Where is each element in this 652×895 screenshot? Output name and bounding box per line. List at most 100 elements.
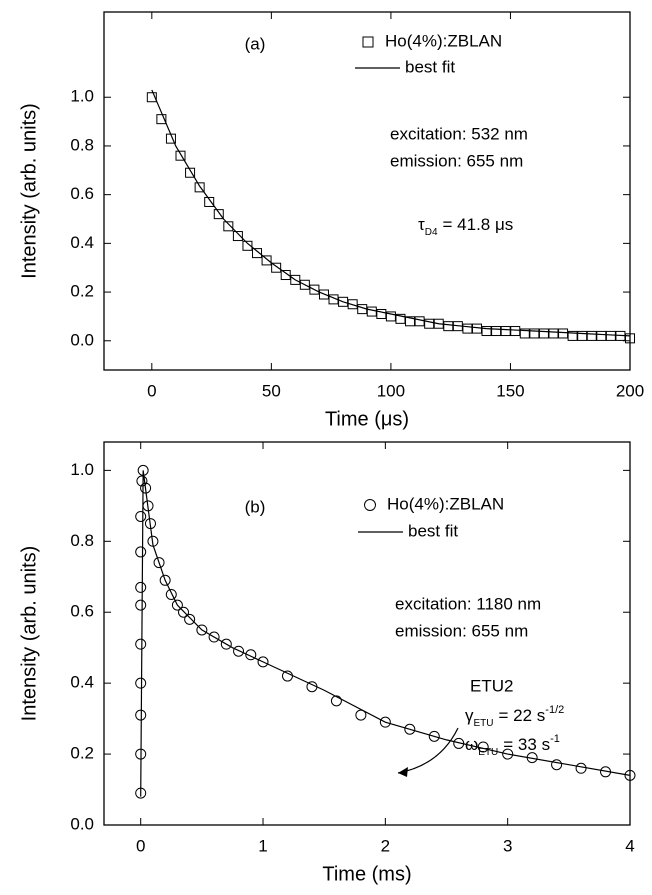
y-tick-label: 0.2 <box>70 744 94 763</box>
data-point <box>171 599 183 611</box>
data-point <box>379 716 391 728</box>
data-point <box>558 328 569 339</box>
data-point <box>395 313 406 324</box>
parameter-value: = 33 s <box>503 735 550 754</box>
x-tick-label: 3 <box>503 836 512 855</box>
data-point <box>491 326 502 337</box>
data-point <box>366 306 377 317</box>
data-point <box>223 221 234 232</box>
x-tick-label: 1 <box>258 836 267 855</box>
y-tick-label: 0.2 <box>70 282 94 301</box>
data-point <box>153 557 165 569</box>
symbol: τ <box>418 215 425 234</box>
parameter-value: = 22 s <box>499 706 546 725</box>
data-point <box>281 670 293 682</box>
data-point <box>175 150 186 161</box>
y-tick-label: 0.0 <box>70 330 94 349</box>
data-point <box>625 333 635 344</box>
legend-label: Ho(4%):ZBLAN <box>387 494 504 513</box>
data-point <box>385 311 396 322</box>
data-point <box>567 330 578 341</box>
arrow-head <box>398 767 408 777</box>
data-point <box>586 330 597 341</box>
data-point <box>443 321 454 332</box>
superscript: -1/2 <box>545 704 564 716</box>
legend-marker <box>364 499 376 511</box>
x-tick-label: 0 <box>147 381 156 400</box>
data-point <box>208 631 220 643</box>
data-point <box>135 510 147 522</box>
data-point <box>414 316 425 327</box>
data-point <box>462 323 473 334</box>
data-point <box>135 599 147 611</box>
data-point <box>242 240 253 251</box>
subscript: ETU <box>478 747 498 758</box>
annotation: excitation: 1180 nm <box>395 594 541 613</box>
x-tick-label: 200 <box>616 381 644 400</box>
data-point <box>280 270 291 281</box>
data-point <box>196 624 208 636</box>
data-point <box>233 645 245 657</box>
panel-label: (a) <box>245 34 266 53</box>
data-point <box>135 581 147 593</box>
y-axis-label: Intensity (arb. units) <box>18 546 40 722</box>
data-point <box>178 606 190 618</box>
data-point <box>330 695 342 707</box>
data-point <box>135 546 147 558</box>
data-point <box>165 588 177 600</box>
fit-line <box>151 89 631 337</box>
x-tick-label: 2 <box>381 836 390 855</box>
data-point <box>185 167 196 178</box>
y-axis-label: Intensity (arb. units) <box>18 103 40 279</box>
y-tick-label: 0.6 <box>70 602 94 621</box>
x-axis-label: Time (ms) <box>322 863 411 885</box>
x-tick-label: 0 <box>136 836 145 855</box>
annotation: ETU2 <box>470 676 513 695</box>
data-point <box>146 92 157 103</box>
panel-label: (b) <box>245 497 266 516</box>
data-point <box>220 638 232 650</box>
data-point <box>548 328 559 339</box>
symbol: ω <box>465 735 478 754</box>
y-tick-label: 1.0 <box>70 460 94 479</box>
legend-label: best fit <box>405 57 455 76</box>
x-tick-label: 150 <box>496 381 524 400</box>
fit-line <box>140 470 631 797</box>
subscript: D4 <box>425 227 438 238</box>
plot-frame <box>103 11 631 371</box>
data-point <box>577 330 588 341</box>
symbol: γ <box>465 706 474 725</box>
data-point <box>290 274 301 285</box>
y-tick-label: 1.0 <box>70 87 94 106</box>
data-point <box>605 330 616 341</box>
data-point <box>481 326 492 337</box>
data-point <box>318 289 329 300</box>
data-point <box>551 759 563 771</box>
data-point <box>135 677 147 689</box>
legend-marker <box>362 36 374 48</box>
data-point <box>510 326 521 337</box>
data-point <box>257 656 269 668</box>
data-point <box>502 748 514 760</box>
y-tick-label: 0.8 <box>70 135 94 154</box>
data-point <box>529 328 540 339</box>
plot-frame <box>103 441 631 826</box>
y-tick-label: 0.0 <box>70 814 94 833</box>
data-point <box>376 308 387 319</box>
data-point <box>204 196 215 207</box>
data-point <box>471 323 482 334</box>
data-point <box>252 248 263 259</box>
data-point <box>347 299 358 310</box>
legend-label: best fit <box>408 521 458 540</box>
data-point <box>405 316 416 327</box>
x-axis-label: Time (μs) <box>325 408 409 430</box>
data-point <box>596 330 607 341</box>
annotation: emission: 655 nm <box>390 151 523 170</box>
annotation: emission: 655 nm <box>395 621 528 640</box>
data-point <box>213 209 224 220</box>
data-point <box>245 649 257 661</box>
y-tick-label: 0.8 <box>70 531 94 550</box>
x-tick-label: 50 <box>262 381 281 400</box>
data-point <box>135 638 147 650</box>
